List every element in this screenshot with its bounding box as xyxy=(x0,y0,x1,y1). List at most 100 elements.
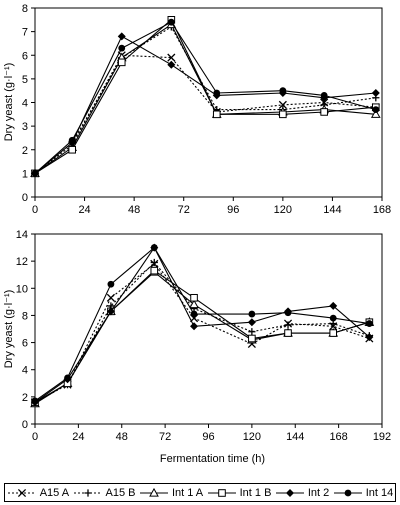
triangle-marker xyxy=(149,487,159,497)
x-tick-label: 168 xyxy=(373,204,391,216)
x-tick-label: 168 xyxy=(329,431,347,443)
series-line xyxy=(34,23,376,174)
triangle-marker xyxy=(370,109,381,118)
square-marker xyxy=(279,110,287,119)
x-tick-label: 72 xyxy=(159,431,171,443)
square-marker xyxy=(150,266,159,275)
legend-item: A15 A xyxy=(7,487,69,499)
square-marker xyxy=(217,488,226,497)
legend-swatch xyxy=(139,487,168,497)
x-marker xyxy=(17,488,26,497)
legend-swatch xyxy=(73,488,102,497)
legend-label: A15 A xyxy=(39,486,70,499)
x-tick-label: 96 xyxy=(227,204,239,216)
legend-label: Int 1 A xyxy=(171,486,204,499)
plus-marker xyxy=(284,321,292,329)
x-tick-label: 24 xyxy=(72,431,84,443)
square-marker xyxy=(329,329,338,337)
diamond-marker xyxy=(285,488,294,497)
series-line xyxy=(34,269,370,403)
square-marker xyxy=(320,108,328,116)
legend-label: A15 B xyxy=(105,486,136,499)
legend-swatch xyxy=(207,488,236,497)
x-tick-label: 120 xyxy=(243,431,261,443)
series-int-14 xyxy=(31,244,373,405)
triangle-marker xyxy=(189,299,199,309)
series-int-14 xyxy=(31,18,380,177)
square-marker xyxy=(284,329,292,337)
square-marker xyxy=(68,145,76,154)
series-line xyxy=(34,246,370,402)
circle-marker xyxy=(213,89,221,97)
circle-marker xyxy=(372,106,380,113)
circle-marker xyxy=(118,44,126,52)
series-line xyxy=(34,18,376,174)
legend-label: Int 1 B xyxy=(239,486,272,499)
circle-marker xyxy=(248,310,256,318)
legend: A15 A A15 B Int 1 A Int 1 B Int 2 Int 14 xyxy=(4,483,396,502)
y-tick-label: 2 xyxy=(22,145,28,157)
y-tick-label: 3 xyxy=(22,121,28,133)
y-tick-label: 5 xyxy=(22,74,28,86)
diamond-marker xyxy=(371,89,380,98)
x-axis-label: Fermentation time (h) xyxy=(160,453,265,465)
x-tick-label: 120 xyxy=(274,204,292,216)
circle-marker xyxy=(190,310,198,318)
y-tick-label: 0 xyxy=(22,419,28,431)
circle-marker xyxy=(31,169,39,177)
diamond-marker xyxy=(117,32,126,41)
diamond-marker xyxy=(190,322,199,331)
legend-swatch xyxy=(275,488,304,497)
y-tick-label: 6 xyxy=(22,50,28,62)
x-tick-label: 48 xyxy=(128,204,140,216)
x-marker xyxy=(106,293,115,302)
series-line xyxy=(34,271,370,405)
plus-marker xyxy=(248,328,256,336)
legend-item: A15 B xyxy=(73,487,136,499)
x-tick-label: 48 xyxy=(116,431,128,443)
y-axis-label: Dry yeast (g·l⁻¹) xyxy=(3,290,15,369)
circle-marker xyxy=(320,92,328,99)
square-marker xyxy=(248,334,256,343)
circle-marker xyxy=(284,309,292,317)
series-int-1-b xyxy=(31,266,374,407)
circle-marker xyxy=(31,397,39,405)
circle-marker xyxy=(107,280,115,288)
circle-marker xyxy=(279,87,287,95)
y-tick-label: 0 xyxy=(22,192,28,204)
x-marker xyxy=(167,53,176,62)
diamond-marker xyxy=(247,318,256,327)
x-tick-label: 0 xyxy=(32,204,38,216)
diamond-marker xyxy=(106,307,115,316)
y-tick-label: 1 xyxy=(22,168,28,180)
x-tick-label: 0 xyxy=(32,431,38,443)
x-marker xyxy=(278,100,287,109)
legend-swatch xyxy=(7,488,36,497)
x-tick-label: 192 xyxy=(373,431,391,443)
circle-marker xyxy=(64,374,71,382)
y-tick-label: 10 xyxy=(16,283,28,295)
y-tick-label: 4 xyxy=(22,365,28,377)
x-tick-label: 24 xyxy=(78,204,90,216)
circle-marker xyxy=(329,314,337,322)
y-tick-label: 7 xyxy=(22,27,28,39)
plus-marker xyxy=(150,258,158,267)
y-tick-label: 2 xyxy=(22,392,28,404)
circle-marker xyxy=(150,244,158,251)
legend-item: Int 1 A xyxy=(139,487,203,499)
x-tick-label: 72 xyxy=(178,204,190,216)
series-int-2 xyxy=(31,243,374,407)
circle-marker xyxy=(68,136,76,144)
y-axis-label: Dry yeast (g·l⁻¹) xyxy=(3,63,15,142)
legend-label: Int 14 xyxy=(365,486,394,499)
y-tick-label: 12 xyxy=(16,256,28,268)
circle-marker xyxy=(344,489,352,496)
diamond-marker xyxy=(365,333,374,342)
legend-item: Int 2 xyxy=(275,487,329,499)
plus-marker xyxy=(83,488,92,497)
circle-marker xyxy=(167,18,175,26)
y-tick-label: 8 xyxy=(22,3,28,15)
y-tick-label: 8 xyxy=(22,310,28,322)
